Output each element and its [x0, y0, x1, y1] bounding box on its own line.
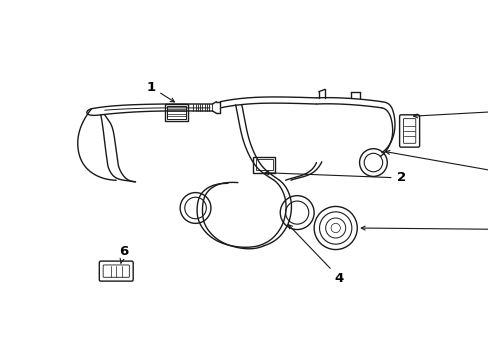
FancyBboxPatch shape	[99, 261, 133, 281]
Text: 4: 4	[288, 225, 344, 284]
Text: 2: 2	[264, 171, 405, 184]
Text: 6: 6	[119, 244, 128, 263]
Bar	[167, 106, 185, 119]
Bar	[253, 157, 274, 172]
Text: 3: 3	[385, 150, 488, 184]
Bar	[164, 104, 187, 121]
FancyBboxPatch shape	[399, 115, 419, 147]
Text: 1: 1	[146, 81, 174, 102]
Text: 5: 5	[413, 92, 488, 118]
Bar	[255, 159, 272, 170]
Text: 7: 7	[361, 223, 488, 236]
